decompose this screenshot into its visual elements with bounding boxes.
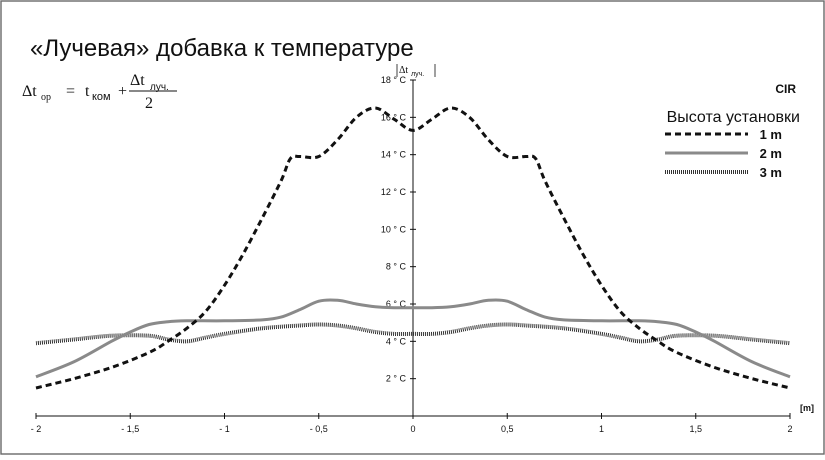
formula-numerator: Δt bbox=[130, 72, 145, 89]
y-axis-label-sub: луч. bbox=[411, 71, 424, 78]
formula-denominator: 2 bbox=[145, 95, 153, 112]
x-ticks: - 2 - 1,5 - 1 - 0,5 0 0,5 1 1,5 2 bbox=[31, 413, 793, 434]
x-axis-unit: [m] bbox=[800, 403, 814, 413]
chart-title: «Лучевая» добавка к температуре bbox=[30, 35, 414, 62]
formula-numerator-sub: луч. bbox=[150, 82, 169, 93]
x-tick-label: 0,5 bbox=[501, 424, 514, 434]
x-tick-label: - 1 bbox=[219, 424, 230, 434]
legend: Высота установки 1 m 2 m 3 m bbox=[665, 109, 800, 180]
y-tick-label: 14 ° C bbox=[381, 150, 407, 160]
x-tick-label: 2 bbox=[787, 424, 792, 434]
y-tick-label: 6 ° C bbox=[386, 299, 407, 309]
formula-t-sub: ком bbox=[92, 91, 111, 103]
y-tick-label: 4 ° C bbox=[386, 336, 407, 346]
series-line-3-m bbox=[35, 322, 791, 346]
x-tick-label: 1 bbox=[599, 424, 604, 434]
y-axis-label: Δt луч. bbox=[396, 64, 436, 78]
y-tick-label: 2 ° C bbox=[386, 374, 407, 384]
y-tick-label: 12 ° C bbox=[381, 187, 407, 197]
brand-label: CIR bbox=[775, 82, 796, 96]
x-tick-label: 0 bbox=[410, 424, 415, 434]
series-lines bbox=[35, 106, 791, 390]
y-tick-label: 18 ° C bbox=[381, 75, 407, 85]
legend-label-3m: 3 m bbox=[760, 165, 782, 180]
x-tick-label: - 0,5 bbox=[310, 424, 328, 434]
series-line-2-m bbox=[35, 298, 791, 379]
series-line-1-m bbox=[35, 106, 791, 390]
formula: Δt ор = t ком + Δt луч. 2 bbox=[22, 72, 177, 112]
legend-label-2m: 2 m bbox=[760, 146, 782, 161]
formula-lhs: Δt bbox=[22, 83, 37, 100]
y-axis-label-main: Δt bbox=[399, 65, 408, 76]
y-tick-label: 8 ° C bbox=[386, 262, 407, 272]
formula-lhs-sub: ор bbox=[41, 92, 51, 103]
y-tick-label: 10 ° C bbox=[381, 224, 407, 234]
formula-plus: + bbox=[118, 83, 127, 100]
x-tick-label: - 2 bbox=[31, 424, 42, 434]
x-tick-label: - 1,5 bbox=[121, 424, 139, 434]
formula-t: t bbox=[85, 83, 90, 100]
legend-label-1m: 1 m bbox=[760, 127, 782, 142]
x-tick-label: 1,5 bbox=[689, 424, 702, 434]
legend-title: Высота установки bbox=[667, 109, 800, 126]
formula-equals: = bbox=[66, 83, 75, 100]
